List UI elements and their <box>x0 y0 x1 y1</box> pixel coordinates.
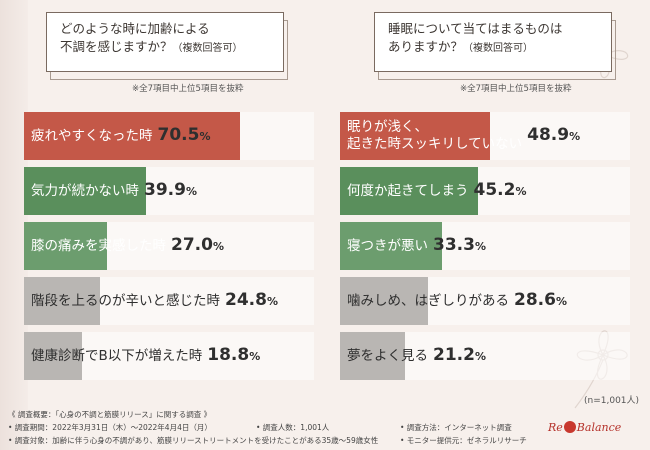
bar-value-number: 24.8 <box>225 290 267 310</box>
bar-value-unit: % <box>474 350 486 363</box>
bar-value-label: 33.3% <box>433 237 486 255</box>
bar-value-label: 70.5% <box>158 127 211 145</box>
bar-value-label: 24.8% <box>225 292 278 310</box>
bar-value-unit: % <box>249 350 261 363</box>
bar-value-number: 27.0 <box>171 235 213 255</box>
bar-list: 疲れやすくなった時 70.5% 気力が続かない時 39.9% 膝の痛みを実感した時 27.… <box>24 112 324 387</box>
bar-category-label: 健康診断でB以下が増えた時 <box>31 347 203 364</box>
bar-value-label: 21.2% <box>433 347 486 365</box>
bar-category-label: 膝の痛みを実感した時 <box>31 237 166 254</box>
bar <box>24 277 100 325</box>
bar-row: 膝の痛みを実感した時 27.0% <box>24 222 324 270</box>
bar-value-number: 70.5 <box>157 125 200 145</box>
bar-row: 夢をよく見る 21.2% <box>340 332 640 380</box>
bar-value-label: 48.9% <box>527 127 580 145</box>
bar <box>340 112 490 160</box>
bar-value-number: 18.8 <box>207 345 250 365</box>
logo-flower-icon <box>563 421 576 433</box>
question-box: 睡眠について当てはまるものは ありますか？（複数回答可） <box>374 12 612 72</box>
survey-footer: 《 調査概要：「心身の不調と筋膜リリース」に関する調査 》 • 調査期間：202… <box>0 409 650 450</box>
bar-category-label: 何度か起きてしまう <box>347 182 469 199</box>
bar-value-number: 48.9 <box>527 125 570 145</box>
footer-target: • 調査対象：加齢に伴う心身の不調があり、筋膜リリーストリートメントを受けたこと… <box>8 436 379 445</box>
bar-value-unit: % <box>185 185 197 198</box>
bar-row: 噛みしめ、はぎしりがある 28.6% <box>340 277 640 325</box>
bar-value-unit: % <box>212 240 224 253</box>
bar <box>340 222 443 270</box>
bar-value-number: 33.3 <box>433 235 475 255</box>
question-note: （複数回答可） <box>463 43 534 54</box>
bar-row: 寝つきが悪い 33.3% <box>340 222 640 270</box>
bar-value-label: 18.8% <box>207 347 260 365</box>
bar-category-label: 寝つきが悪い <box>347 237 428 254</box>
bar-row: 眠りが浅く、 起きた時スッキリしていない 48.9% <box>340 112 640 160</box>
bar-category-label: 疲れやすくなった時 <box>31 127 153 144</box>
top-items-note: ※全7項目中上位5項目を抜粋 <box>460 84 572 94</box>
question-note: （複数回答可） <box>172 43 243 54</box>
bar-row: 疲れやすくなった時 70.5% <box>24 112 324 160</box>
bar-category-label: 階段を上るのが辛いと感じた時 <box>31 292 220 309</box>
bar-row: 気力が続かない時 39.9% <box>24 167 324 215</box>
bar-category-label: 夢をよく見る <box>347 347 428 364</box>
brand-logo: Re Balance <box>548 421 644 445</box>
footer-period: • 調査期間：2022年3月31日（木）～2022年4月4日（月） <box>8 423 212 432</box>
bar-value-label: 28.6% <box>514 292 567 310</box>
logo-text-left: Re <box>548 421 563 434</box>
bar-list: 眠りが浅く、 起きた時スッキリしていない 48.9% 何度か起きてしまう 45.2% 寝つ… <box>340 112 640 387</box>
bar-category-label: 噛みしめ、はぎしりがある <box>347 292 509 309</box>
bar-value-number: 45.2 <box>473 180 516 200</box>
footer-overview: 《 調査概要：「心身の不調と筋膜リリース」に関する調査 》 <box>8 410 212 419</box>
bar <box>340 167 479 215</box>
logo-text-right: Balance <box>576 421 622 434</box>
footer-provider: • モニター提供元：ゼネラルリサーチ <box>400 436 527 445</box>
sample-size-note: (n=1,001人) <box>584 396 640 406</box>
footer-method: • 調査方法：インターネット調査 <box>400 423 512 432</box>
bar-category-label: 眠りが浅く、 起きた時スッキリしていない <box>347 119 522 153</box>
bar-value-number: 28.6 <box>514 290 556 310</box>
question-line-2: ありますか？ <box>388 39 464 54</box>
bar <box>24 222 107 270</box>
bar-category-label-line: 起きた時スッキリしていない <box>347 136 523 152</box>
bar <box>24 167 147 215</box>
bar-value-label: 39.9% <box>144 182 197 200</box>
question-line-2: 不調を感じますか？ <box>60 39 173 54</box>
bar-row: 何度か起きてしまう 45.2% <box>340 167 640 215</box>
bar-value-number: 39.9 <box>144 180 186 200</box>
bar-value-unit: % <box>266 295 278 308</box>
bar <box>340 332 405 380</box>
bar-value-unit: % <box>555 295 567 308</box>
bar-value-label: 45.2% <box>474 182 527 200</box>
question-line-1: 睡眠について当てはまるものは <box>388 21 563 36</box>
bar-row: 階段を上るのが辛いと感じた時 24.8% <box>24 277 324 325</box>
background-strip <box>0 0 28 450</box>
question-box: どのような時に加齢による 不調を感じますか？（複数回答可） <box>46 12 284 72</box>
bar-value-label: 27.0% <box>171 237 224 255</box>
bar-category-label-line: 眠りが浅く、 <box>347 119 428 135</box>
top-items-note: ※全7項目中上位5項目を抜粋 <box>132 84 244 94</box>
bar-value-unit: % <box>474 240 486 253</box>
bar-row: 健康診断でB以下が増えた時 18.8% <box>24 332 324 380</box>
bar <box>24 112 240 160</box>
bar-category-label: 気力が続かない時 <box>31 182 139 199</box>
bar-value-unit: % <box>199 130 211 143</box>
bar <box>24 332 82 380</box>
bar-value-unit: % <box>569 130 581 143</box>
footer-respondents: • 調査人数：1,001人 <box>256 423 330 432</box>
question-line-1: どのような時に加齢による <box>60 21 210 36</box>
bar <box>340 277 428 325</box>
bar-value-number: 21.2 <box>433 345 475 365</box>
bar-value-unit: % <box>515 185 527 198</box>
